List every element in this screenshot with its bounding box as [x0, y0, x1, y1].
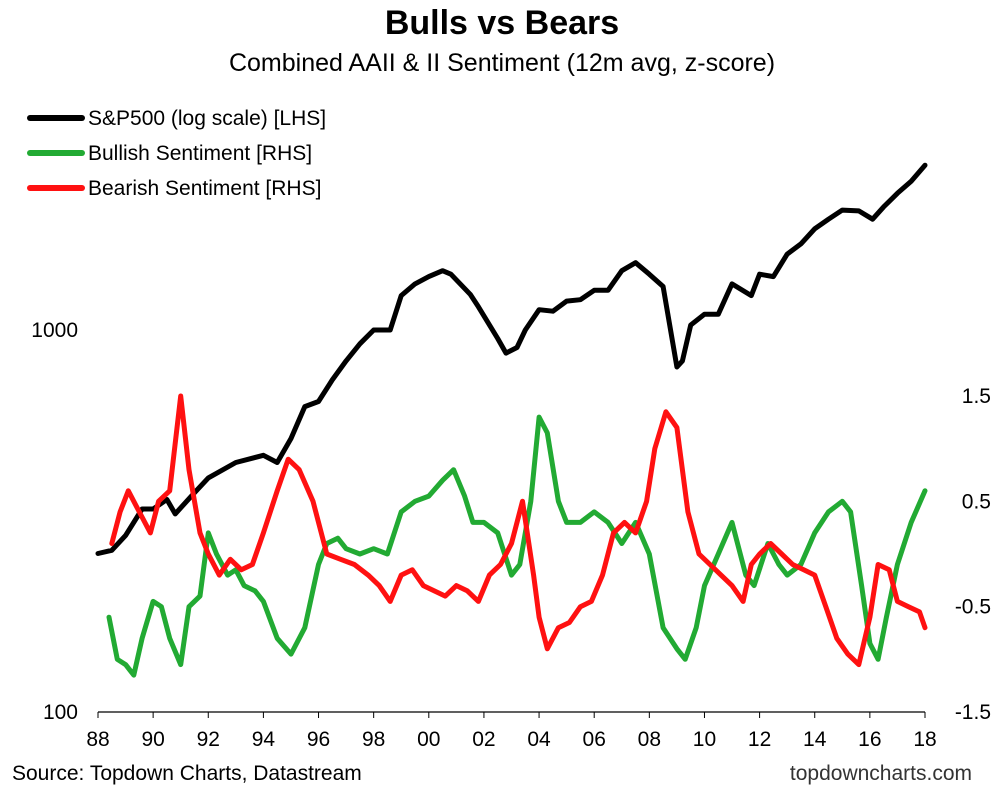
x-tick-label: 14: [803, 728, 827, 751]
source-note: Source: Topdown Charts, Datastream: [12, 762, 362, 785]
x-tick-label: 04: [527, 728, 551, 751]
x-tick-label: 10: [693, 728, 716, 751]
brand-label: topdowncharts.com: [789, 762, 972, 785]
chart-subtitle: Combined AAII & II Sentiment (12m avg, z…: [228, 49, 776, 77]
right-tick-label: -1.5: [955, 701, 991, 724]
bullish-sentiment-line: [106, 414, 928, 678]
legend-label: Bearish Sentiment [RHS]: [88, 177, 321, 200]
left-tick-label: 1000: [31, 319, 78, 342]
series-lines: [95, 162, 928, 678]
x-tick-label: 88: [86, 728, 109, 751]
chart-title: Bulls vs Bears: [384, 4, 620, 42]
legend-label: S&P500 (log scale) [LHS]: [88, 107, 326, 130]
chart-plot: 88 90 92 94 96 98 00 02 04 06 08 10 12 14 16 18 100 1000 1…: [27, 107, 991, 751]
right-tick-label: 1.5: [962, 385, 991, 408]
bearish-sentiment-line: [109, 393, 928, 668]
x-tick-label: 98: [362, 728, 385, 751]
legend-label: Bullish Sentiment [RHS]: [88, 142, 312, 165]
legend-item-bullish: Bullish Sentiment [RHS]: [27, 142, 312, 165]
x-tick-label: 02: [472, 728, 495, 751]
legend-item-sp500: S&P500 (log scale) [LHS]: [27, 107, 326, 130]
x-tick-label: 12: [748, 728, 771, 751]
left-tick-label: 100: [43, 701, 78, 724]
x-tick-label: 16: [858, 728, 881, 751]
x-tick-label: 08: [638, 728, 661, 751]
legend-item-bearish: Bearish Sentiment [RHS]: [27, 177, 321, 200]
tick-labels: 88 90 92 94 96 98 00 02 04 06 08 10 12 14 16 18 100 1000 1…: [31, 319, 991, 751]
x-tick-label: 94: [252, 728, 276, 751]
right-tick-label: 0.5: [962, 490, 991, 513]
x-tick-label: 18: [913, 728, 936, 751]
x-tick-label: 90: [141, 728, 164, 751]
legend: S&P500 (log scale) [LHS] Bullish Sentimen…: [27, 107, 326, 200]
x-tick-label: 06: [583, 728, 606, 751]
right-tick-label: -0.5: [955, 596, 991, 619]
x-tick-label: 92: [197, 728, 220, 751]
sp500-line: [95, 162, 928, 556]
x-tick-label: 00: [417, 728, 440, 751]
axes: [97, 711, 926, 718]
x-tick-label: 96: [307, 728, 330, 751]
